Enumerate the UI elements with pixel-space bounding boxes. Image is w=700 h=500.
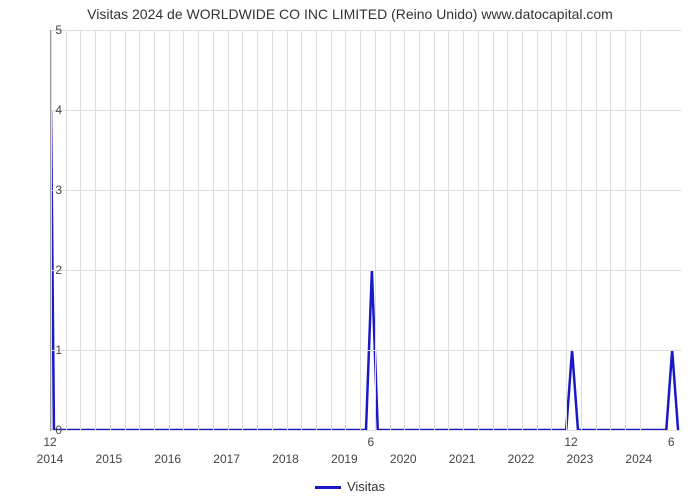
gridline-h: [51, 30, 681, 31]
gridline-v-minor: [183, 30, 184, 430]
gridline-v-minor: [390, 30, 391, 430]
gridline-v-minor: [493, 30, 494, 430]
y-tick-label: 3: [55, 183, 62, 197]
gridline-v-minor: [95, 30, 96, 430]
gridline-v-minor: [551, 30, 552, 430]
gridline-v: [169, 30, 170, 430]
data-line: [51, 30, 681, 430]
gridline-v: [345, 30, 346, 430]
gridline-v-minor: [566, 30, 567, 430]
gridline-v: [110, 30, 111, 430]
y-tick-label: 2: [55, 263, 62, 277]
gridline-v-minor: [537, 30, 538, 430]
gridline-v-minor: [610, 30, 611, 430]
gridline-v: [404, 30, 405, 430]
gridline-v-minor: [434, 30, 435, 430]
gridline-v-minor: [448, 30, 449, 430]
x-tick-secondary-label: 6: [668, 435, 675, 449]
gridline-v: [228, 30, 229, 430]
gridline-v-minor: [596, 30, 597, 430]
gridline-v-minor: [625, 30, 626, 430]
gridline-v-minor: [272, 30, 273, 430]
gridline-v: [287, 30, 288, 430]
gridline-v-minor: [375, 30, 376, 430]
gridline-v-minor: [301, 30, 302, 430]
gridline-v: [463, 30, 464, 430]
gridline-v-minor: [507, 30, 508, 430]
x-tick-label: 2017: [213, 452, 240, 466]
gridline-h: [51, 110, 681, 111]
gridline-v-minor: [316, 30, 317, 430]
gridline-h: [51, 190, 681, 191]
gridline-v-minor: [66, 30, 67, 430]
gridline-v: [581, 30, 582, 430]
chart-title: Visitas 2024 de WORLDWIDE CO INC LIMITED…: [0, 6, 700, 22]
x-tick-secondary-label: 12: [43, 435, 56, 449]
gridline-v-minor: [213, 30, 214, 430]
gridline-h: [51, 350, 681, 351]
gridline-v-minor: [478, 30, 479, 430]
gridline-v-minor: [80, 30, 81, 430]
y-tick-label: 5: [55, 23, 62, 37]
x-tick-secondary-label: 6: [368, 435, 375, 449]
x-tick-label: 2020: [390, 452, 417, 466]
gridline-v: [51, 30, 52, 430]
gridline-h: [51, 430, 681, 431]
gridline-v-minor: [419, 30, 420, 430]
x-tick-label: 2016: [154, 452, 181, 466]
legend-swatch: [315, 486, 341, 489]
gridline-v: [522, 30, 523, 430]
gridline-h: [51, 270, 681, 271]
gridline-v-minor: [125, 30, 126, 430]
x-tick-label: 2018: [272, 452, 299, 466]
gridline-v-minor: [139, 30, 140, 430]
y-tick-label: 4: [55, 103, 62, 117]
x-tick-label: 2022: [508, 452, 535, 466]
gridline-v-minor: [331, 30, 332, 430]
x-tick-label: 2015: [96, 452, 123, 466]
x-tick-secondary-label: 12: [564, 435, 577, 449]
legend: Visitas: [0, 479, 700, 494]
gridline-v: [640, 30, 641, 430]
gridline-v-minor: [242, 30, 243, 430]
x-tick-label: 2021: [449, 452, 476, 466]
x-tick-label: 2023: [567, 452, 594, 466]
gridline-v-minor: [360, 30, 361, 430]
y-tick-label: 1: [55, 343, 62, 357]
plot-area: [50, 30, 681, 431]
gridline-v-minor: [257, 30, 258, 430]
gridline-v-minor: [154, 30, 155, 430]
gridline-v-minor: [198, 30, 199, 430]
x-tick-label: 2014: [37, 452, 64, 466]
x-tick-label: 2024: [625, 452, 652, 466]
x-tick-label: 2019: [331, 452, 358, 466]
legend-label: Visitas: [347, 479, 385, 494]
